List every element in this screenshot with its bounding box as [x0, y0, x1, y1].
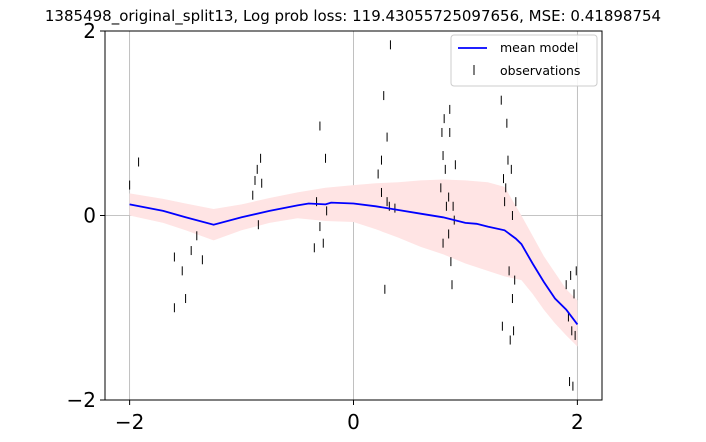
y-tick-label: 0	[83, 204, 96, 228]
uncertainty-band	[129, 179, 578, 347]
y-tick-label: −2	[67, 388, 96, 412]
x-tick-label: 2	[571, 410, 584, 434]
legend: mean model observations	[450, 34, 598, 87]
plot-area: −2 0 2 −2 0 2	[67, 19, 603, 434]
y-tick-label: 2	[83, 19, 96, 43]
mean-model-line	[129, 201, 579, 325]
x-tick-label: 0	[347, 410, 360, 434]
legend-observations-label: observations	[500, 63, 580, 78]
x-tick-label: −2	[115, 410, 144, 434]
legend-mean-model-label: mean model	[500, 40, 578, 55]
legend-box	[450, 34, 598, 87]
chart-title: 1385498_original_split13, Log prob loss:…	[45, 7, 661, 26]
